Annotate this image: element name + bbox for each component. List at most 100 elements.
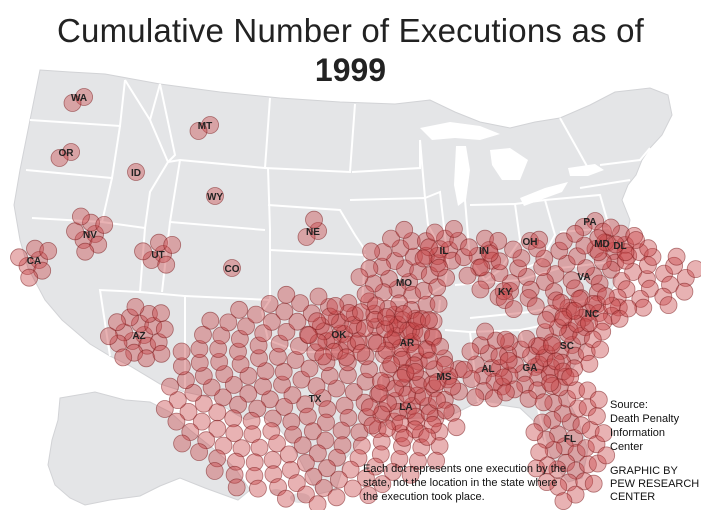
execution-dot-mo <box>414 281 433 300</box>
execution-dot-va <box>676 268 695 287</box>
execution-dot-al <box>496 330 515 349</box>
execution-dot-tx <box>176 371 195 390</box>
source-line: Source: <box>610 399 648 411</box>
execution-dot-mo <box>402 232 421 251</box>
execution-dot-tx <box>288 312 307 331</box>
execution-dot-tx <box>161 377 179 396</box>
execution-dot-nc <box>570 290 589 308</box>
execution-dot-fl <box>561 368 580 387</box>
source-line: Death Penalty <box>610 413 680 425</box>
graphic-credit: GRAPHIC BY PEW RESEARCH CENTER <box>610 465 700 504</box>
execution-dot-al <box>494 368 513 387</box>
execution-dot-al <box>499 351 518 370</box>
execution-dot-mo <box>362 242 381 261</box>
execution-dot-mo <box>437 268 456 287</box>
execution-dot-ok <box>337 348 356 367</box>
execution-dot-fl <box>557 453 576 472</box>
state-label-nc: NC <box>585 309 599 320</box>
execution-dot-tx <box>209 339 228 358</box>
execution-dot-tx <box>245 453 264 472</box>
state-label-ms: MS <box>437 372 452 383</box>
execution-dot-il <box>440 241 459 259</box>
execution-dot-tx <box>343 479 362 498</box>
execution-dot-tx <box>329 470 348 489</box>
execution-dot-fl <box>525 423 544 442</box>
execution-dot-fl <box>589 390 608 409</box>
execution-dot-ca <box>10 248 28 267</box>
execution-dot-fl <box>537 473 556 492</box>
execution-dot-tx <box>262 312 281 331</box>
execution-dot-sc <box>537 311 555 329</box>
state-label-oh: OH <box>523 237 538 248</box>
execution-dot-va <box>509 259 528 278</box>
execution-dot-fl <box>544 394 563 412</box>
execution-dot-ca <box>39 241 58 260</box>
execution-dot-mo <box>350 268 369 287</box>
execution-dot-ut <box>134 242 152 261</box>
execution-dot-tx <box>190 340 209 358</box>
execution-dot-tx <box>307 377 326 396</box>
execution-dot-dl <box>616 236 634 254</box>
execution-dot-tx <box>205 462 224 480</box>
execution-dot-ca <box>30 251 48 269</box>
execution-dot-tx <box>260 294 279 313</box>
execution-dot-va <box>566 224 584 243</box>
execution-dot-sc <box>565 301 584 320</box>
state-label-wy: WY <box>207 192 223 203</box>
execution-dot-ga <box>522 346 540 365</box>
execution-dot-wa <box>63 94 82 112</box>
execution-dot-mo <box>395 220 414 239</box>
execution-dot-tx <box>304 467 323 486</box>
lake-ontario <box>568 164 604 176</box>
execution-dot-ga <box>516 375 535 394</box>
state-label-az: AZ <box>132 331 145 342</box>
state-label-pa: PA <box>583 217 596 228</box>
execution-dot-fl <box>597 446 616 465</box>
execution-dot-il <box>454 248 473 267</box>
execution-dot-ar <box>377 308 396 326</box>
execution-dot-al <box>466 388 485 407</box>
execution-dot-ok <box>352 303 370 322</box>
execution-dot-tx <box>219 313 238 332</box>
lake-huron <box>490 148 528 180</box>
execution-dot-tx <box>357 408 376 427</box>
execution-dot-tx <box>248 479 267 498</box>
source-line: Center <box>610 441 644 453</box>
execution-dot-fl <box>584 474 603 493</box>
execution-dot-fl <box>548 460 567 479</box>
execution-dot-va <box>593 252 612 271</box>
state-label-id: ID <box>131 168 141 179</box>
execution-dot-ms <box>440 367 459 385</box>
execution-dot-al <box>461 342 480 361</box>
hawaii-island <box>290 493 310 503</box>
execution-dot-tx <box>215 365 234 384</box>
execution-dot-tx <box>194 394 213 413</box>
execution-dot-il <box>436 229 454 248</box>
execution-dot-tx <box>263 450 282 469</box>
execution-dot-tx <box>373 475 392 494</box>
dot-explanation-note: Each dot represents one execution by the… <box>363 463 567 503</box>
execution-dot-va <box>530 230 548 249</box>
execution-dot-ar <box>382 355 401 374</box>
execution-dot-fl <box>541 374 560 392</box>
state-label-md: MD <box>594 239 610 250</box>
execution-dot-nc <box>594 312 613 331</box>
execution-dot-tx <box>208 403 227 422</box>
execution-dot-ga <box>517 329 536 348</box>
execution-dot-nc <box>593 322 612 341</box>
state-label-fl: FL <box>564 434 576 445</box>
execution-dot-ok <box>352 343 371 362</box>
execution-dot-fl <box>527 459 546 478</box>
execution-dot-va <box>575 236 594 255</box>
execution-dot-tx <box>224 409 243 428</box>
state-label-va: VA <box>577 272 590 283</box>
execution-dot-tx <box>318 459 336 478</box>
execution-dot-tx <box>277 322 296 341</box>
execution-dot-co <box>223 259 241 277</box>
execution-dot-tx <box>308 495 327 510</box>
execution-dot-tx <box>225 424 244 443</box>
state-label-or: OR <box>59 148 75 159</box>
execution-dot-mo <box>367 296 385 315</box>
execution-dot-va <box>654 287 673 306</box>
execution-dot-mt <box>201 116 220 134</box>
